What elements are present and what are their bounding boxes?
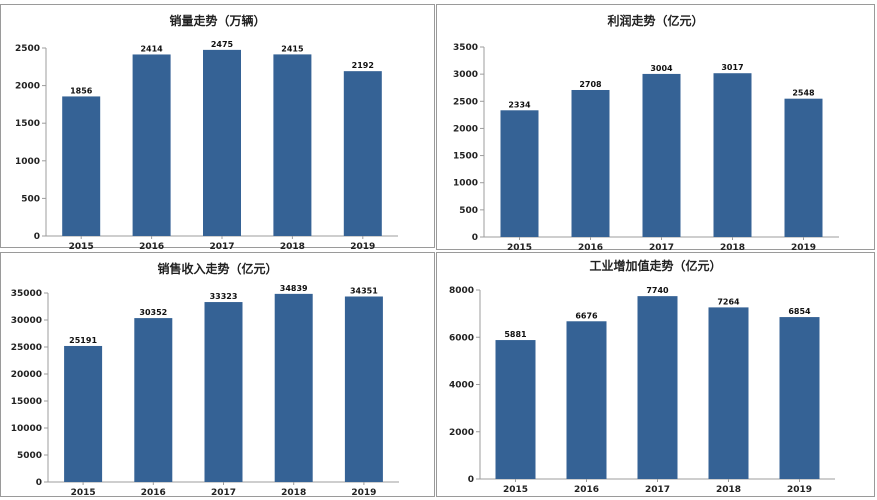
bar: [273, 54, 312, 236]
chart-panel-sales-revenue: 销售收入走势（亿元） 0 5000 10000 15000 20000 25000 3000…: [0, 252, 435, 498]
y-tick-label: 10000: [11, 424, 42, 434]
y-tick-label: 35000: [11, 289, 42, 299]
bar: [500, 110, 539, 237]
x-tick-label: 2015: [69, 242, 94, 249]
chart-panel-industrial-value-added: 工业增加值走势（亿元） 0 2000 4000 6000 8000 5881 2015 667…: [436, 252, 875, 497]
y-tick-label: 0: [34, 232, 40, 242]
x-tick-label: 2019: [351, 488, 376, 498]
chart-svg: 0 500 1000 1500 2000 2500 1856 2015 2414 2016 2475…: [15, 40, 398, 249]
y-tick-label: 1500: [15, 119, 40, 129]
bar: [708, 307, 749, 479]
x-tick-label: 2017: [645, 485, 670, 495]
x-tick-label: 2016: [578, 243, 603, 251]
data-label: 5881: [504, 330, 527, 339]
data-label: 2708: [579, 80, 602, 89]
data-label: 7740: [646, 286, 669, 295]
x-tick-label: 2018: [716, 485, 741, 495]
x-tick-label: 2016: [141, 488, 166, 498]
bar: [495, 340, 536, 479]
chart-panel-profit: 利润走势（亿元） 0 500 1000 1500 2000 2500 3000 3500 233…: [436, 4, 875, 251]
x-tick-label: 2017: [209, 242, 234, 249]
chart-svg: 0 2000 4000 6000 8000 5881 2015 6676 2016 7740 201…: [449, 286, 835, 495]
data-label: 2548: [792, 89, 815, 98]
chart-title: 销量走势（万辆）: [169, 14, 266, 28]
y-tick-label: 20000: [11, 370, 42, 380]
bar: [134, 318, 173, 482]
y-tick-label: 30000: [11, 316, 42, 326]
y-tick-label: 8000: [449, 286, 474, 296]
data-label: 2192: [352, 61, 374, 70]
chart-svg: 0 500 1000 1500 2000 2500 3000 3500 2334 2015 2708…: [453, 43, 839, 251]
x-tick-label: 2016: [139, 242, 164, 249]
x-tick-label: 2015: [503, 485, 528, 495]
bar: [344, 296, 383, 482]
data-label: 1856: [70, 86, 93, 95]
y-tick-label: 2500: [453, 97, 478, 107]
bar: [203, 49, 241, 236]
x-tick-label: 2015: [507, 243, 532, 251]
data-label: 3017: [721, 63, 743, 72]
y-tick-label: 2500: [15, 44, 40, 54]
y-tick-label: 1500: [453, 152, 478, 162]
x-tick-label: 2018: [720, 243, 745, 251]
data-label: 6854: [788, 307, 811, 316]
bar: [132, 54, 171, 237]
data-label: 3004: [650, 64, 673, 73]
y-tick-label: 2000: [15, 82, 40, 92]
data-label: 2415: [281, 44, 304, 53]
bar: [204, 302, 243, 482]
chart-title: 工业增加值走势（亿元）: [589, 259, 722, 273]
y-tick-label: 15000: [11, 397, 42, 407]
data-label: 7264: [717, 297, 740, 306]
data-label: 30352: [139, 308, 167, 317]
bar: [637, 296, 678, 479]
bar: [64, 345, 103, 482]
y-tick-label: 6000: [449, 333, 474, 343]
data-label: 25191: [69, 336, 97, 345]
x-tick-label: 2019: [791, 243, 816, 251]
bar: [713, 73, 752, 237]
y-tick-label: 25000: [11, 343, 42, 353]
y-tick-label: 0: [472, 233, 478, 243]
y-tick-label: 3500: [453, 43, 478, 53]
y-tick-label: 500: [459, 206, 478, 216]
chart-panel-sales-volume: 销量走势（万辆） 0 500 1000 1500 2000 2500 1856 2015 241…: [0, 4, 435, 249]
x-tick-label: 2017: [649, 243, 674, 251]
data-label: 2475: [211, 40, 234, 49]
data-label: 34839: [280, 284, 308, 293]
data-label: 33323: [210, 292, 238, 301]
y-tick-label: 3000: [453, 70, 478, 80]
x-tick-label: 2017: [211, 488, 236, 498]
y-tick-label: 5000: [17, 451, 42, 461]
data-label: 2414: [140, 44, 163, 53]
x-tick-label: 2019: [350, 242, 375, 249]
data-label: 2334: [508, 100, 531, 109]
y-tick-label: 2000: [449, 428, 474, 438]
y-tick-label: 0: [36, 478, 42, 488]
bar: [62, 96, 101, 236]
x-tick-label: 2018: [281, 488, 306, 498]
bar: [343, 71, 382, 237]
x-tick-label: 2015: [71, 488, 96, 498]
data-label: 34351: [350, 287, 378, 296]
y-tick-label: 1000: [15, 157, 40, 167]
chart-title: 销售收入走势（亿元）: [157, 262, 278, 276]
x-tick-label: 2019: [787, 485, 812, 495]
x-tick-label: 2018: [280, 242, 305, 249]
bar: [779, 317, 820, 479]
chart-title: 利润走势（亿元）: [607, 14, 704, 28]
bar: [642, 73, 681, 237]
chart-svg: 0 5000 10000 15000 20000 25000 30000 35000 25191…: [11, 284, 399, 498]
y-tick-label: 0: [468, 475, 474, 485]
y-tick-label: 500: [21, 194, 40, 204]
bar: [571, 89, 610, 237]
bar: [566, 321, 607, 479]
x-tick-label: 2016: [574, 485, 599, 495]
data-label: 6676: [575, 311, 598, 320]
y-tick-label: 2000: [453, 124, 478, 134]
bar: [274, 293, 313, 482]
y-tick-label: 4000: [449, 381, 474, 391]
bar: [784, 98, 823, 238]
y-tick-label: 1000: [453, 179, 478, 189]
